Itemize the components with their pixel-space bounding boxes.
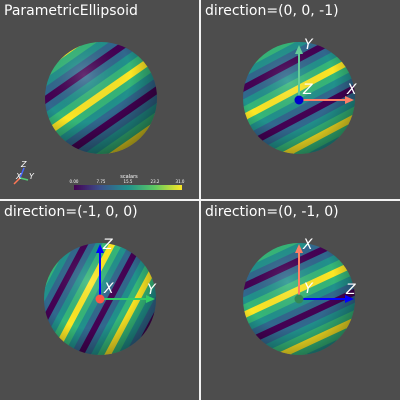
viewport-title: direction=(-1, 0, 0) (4, 204, 138, 220)
scalar-bar: scalars 0.00 7.75 15.5 23.2 31.0 (70, 174, 185, 190)
viewport-parametric-ellipsoid[interactable]: Z X Y scalars 0.00 7.75 15.5 23.2 31.0 P… (0, 0, 198, 198)
axis-center-label: Y (304, 281, 314, 297)
orientation-z-label: Z (20, 160, 27, 169)
axis-up-label: Z (102, 237, 113, 253)
axis-right-label: X (346, 82, 357, 98)
axis-center-label: Z (302, 82, 313, 98)
axis-center-label: X (103, 281, 114, 297)
scalar-bar-tick-1: 7.75 (97, 179, 106, 184)
viewport-title: direction=(0, -1, 0) (205, 204, 339, 220)
scalar-bar-tick-4: 31.0 (176, 179, 185, 184)
axis-right-label: Z (345, 282, 356, 298)
orientation-y-label: Y (29, 172, 35, 181)
scalar-bar-title: scalars (120, 174, 138, 180)
viewport-canvas[interactable]: X Z Y (201, 201, 399, 399)
viewport-title: direction=(0, 0, -1) (205, 3, 339, 19)
direction-axes: Y X Z (294, 37, 357, 105)
viewport-canvas[interactable]: Z X Y scalars 0.00 7.75 15.5 23.2 31.0 (0, 0, 198, 198)
axis-up-label: Y (304, 37, 314, 53)
viewport-canvas[interactable]: Y X Z (201, 0, 399, 198)
scalar-bar-colormap (74, 185, 182, 190)
axis-right-label: Y (147, 282, 157, 298)
viewport-canvas[interactable]: Z Y X (0, 201, 198, 399)
ellipsoid-shading (45, 42, 157, 154)
axis-up-label: X (302, 237, 313, 253)
viewport-divider-horizontal (0, 198, 400, 201)
direction-axes: X Z Y (294, 237, 356, 304)
orientation-x-label: X (15, 172, 22, 181)
viewport-direction-neg-z[interactable]: Y X Z direction=(0, 0, -1) (201, 0, 399, 198)
orientation-widget: Z X Y (13, 160, 35, 185)
scalar-bar-tick-3: 23.2 (151, 179, 160, 184)
direction-axes: Z Y X (95, 237, 157, 304)
scalar-bar-tick-2: 15.5 (124, 179, 133, 184)
scalar-bar-tick-0: 0.00 (70, 179, 79, 184)
viewport-direction-neg-y[interactable]: X Z Y direction=(0, -1, 0) (201, 201, 399, 399)
viewport-direction-neg-x[interactable]: Z Y X direction=(-1, 0, 0) (0, 201, 198, 399)
viewport-title: ParametricEllipsoid (4, 3, 138, 19)
